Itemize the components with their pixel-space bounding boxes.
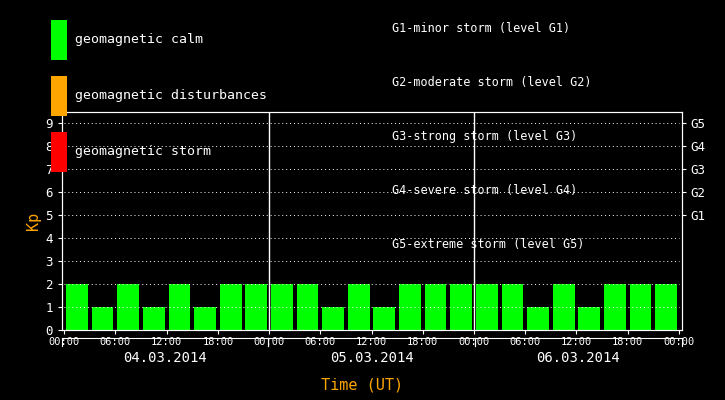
Text: G5-extreme storm (level G5): G5-extreme storm (level G5) (392, 238, 584, 251)
Text: geomagnetic disturbances: geomagnetic disturbances (75, 90, 268, 102)
Bar (425, 284, 447, 330)
Bar (322, 307, 344, 330)
Text: geomagnetic storm: geomagnetic storm (75, 146, 212, 158)
Text: G1-minor storm (level G1): G1-minor storm (level G1) (392, 22, 570, 35)
Text: G3-strong storm (level G3): G3-strong storm (level G3) (392, 130, 577, 143)
Text: 05.03.2014: 05.03.2014 (330, 351, 413, 365)
Bar (373, 307, 395, 330)
Bar (220, 284, 241, 330)
Bar (169, 284, 191, 330)
Bar (399, 284, 421, 330)
Bar (655, 284, 677, 330)
Y-axis label: Kp: Kp (26, 212, 41, 230)
Bar (245, 284, 268, 330)
Bar (143, 307, 165, 330)
Bar (450, 284, 472, 330)
Bar (629, 284, 651, 330)
Bar (552, 284, 574, 330)
Bar (92, 307, 114, 330)
Bar (527, 307, 549, 330)
Bar (476, 284, 498, 330)
Text: geomagnetic calm: geomagnetic calm (75, 34, 204, 46)
Bar (117, 284, 139, 330)
Bar (502, 284, 523, 330)
Bar (194, 307, 216, 330)
Text: G4-severe storm (level G4): G4-severe storm (level G4) (392, 184, 577, 197)
Text: G2-moderate storm (level G2): G2-moderate storm (level G2) (392, 76, 591, 89)
Bar (348, 284, 370, 330)
Bar (66, 284, 88, 330)
Text: 06.03.2014: 06.03.2014 (536, 351, 620, 365)
Bar (579, 307, 600, 330)
Bar (604, 284, 626, 330)
Text: Time (UT): Time (UT) (321, 377, 404, 392)
Text: 04.03.2014: 04.03.2014 (123, 351, 207, 365)
Bar (271, 284, 293, 330)
Bar (297, 284, 318, 330)
